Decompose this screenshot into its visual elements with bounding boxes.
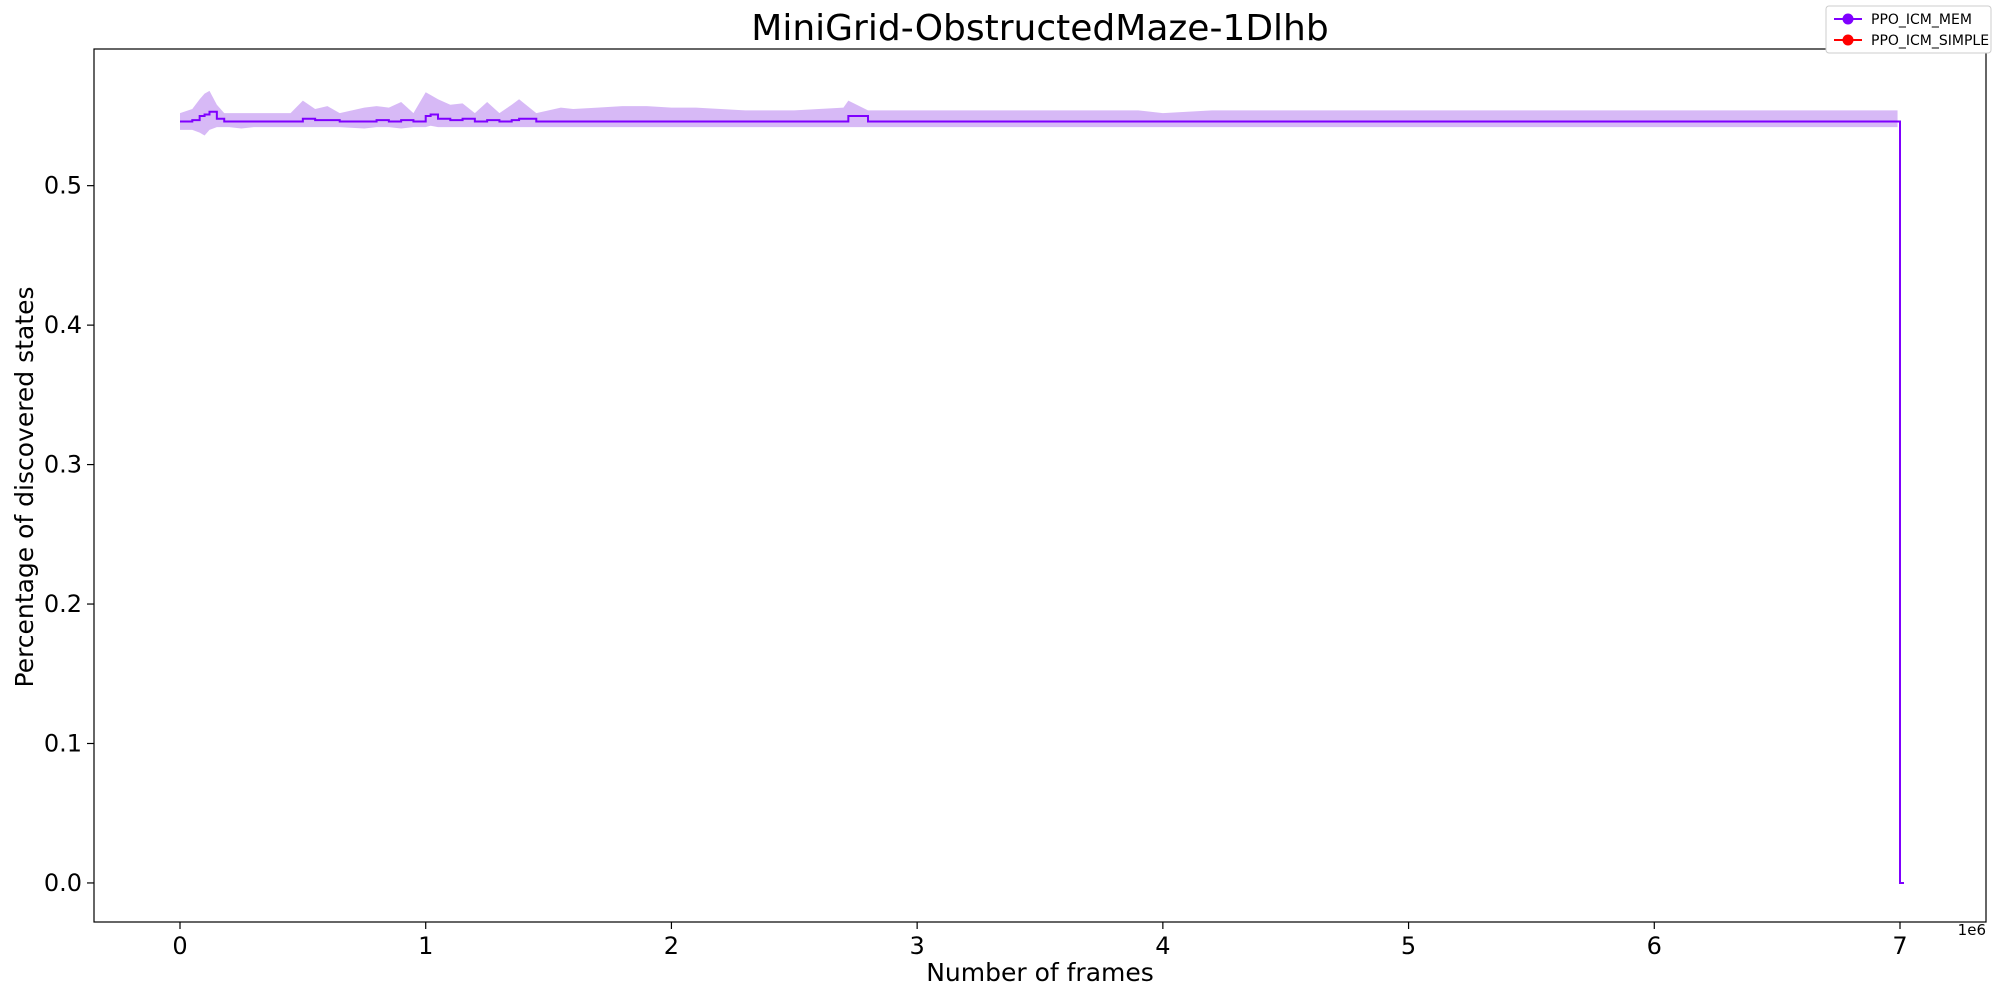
axes-frame (93, 48, 1987, 923)
legend-label: PPO_ICM_MEM (1871, 12, 1972, 28)
y-tick-label: 0.1 (44, 729, 82, 757)
x-axis-label: Number of frames (926, 958, 1154, 987)
legend-box (1825, 5, 1992, 54)
x-tick-label: 1 (418, 932, 433, 960)
y-tick-label: 0.0 (44, 869, 82, 897)
y-axis-label: Percentage of discovered states (10, 287, 39, 688)
y-tick-label: 0.4 (44, 311, 82, 339)
x-tick-label: 3 (910, 932, 925, 960)
plot-area (180, 90, 1904, 884)
x-axis-offset-label: 1e6 (1958, 921, 1986, 939)
series-line (180, 110, 1904, 884)
legend: PPO_ICM_MEM PPO_ICM_SIMPLE (1825, 5, 1992, 54)
legend-marker (1842, 34, 1854, 46)
x-tick-label: 4 (1155, 932, 1170, 960)
x-tick-label: 6 (1647, 932, 1662, 960)
x-tick-label: 7 (1892, 932, 1907, 960)
legend-marker (1842, 13, 1854, 25)
y-tick-label: 0.2 (44, 590, 82, 618)
y-tick-label: 0.3 (44, 451, 82, 479)
x-axis: 0 1 2 3 4 5 6 7 (172, 922, 1908, 960)
chart-title: MiniGrid-ObstructedMaze-1Dlhb (751, 8, 1328, 49)
y-axis: 0.0 0.1 0.2 0.3 0.4 0.5 (44, 172, 94, 897)
y-tick-label: 0.5 (44, 172, 82, 200)
x-tick-label: 0 (172, 932, 187, 960)
legend-label: PPO_ICM_SIMPLE (1871, 33, 1989, 49)
x-tick-label: 5 (1401, 932, 1416, 960)
x-tick-label: 2 (664, 932, 679, 960)
